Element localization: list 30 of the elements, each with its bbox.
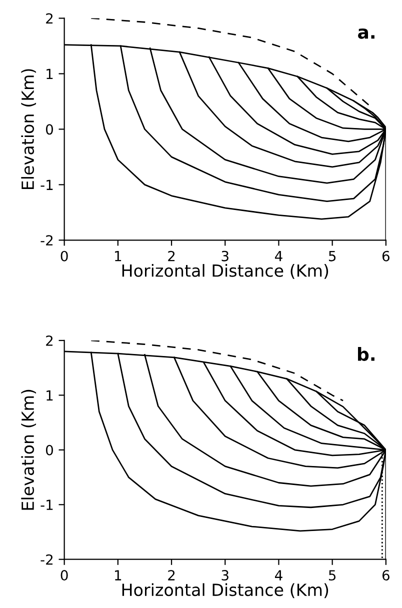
y-tick-label: -1 — [40, 500, 53, 510]
y-tick-label: 2 — [46, 335, 53, 346]
x-tick-label: 0 — [60, 250, 68, 262]
x-tick-label: 5 — [328, 570, 336, 581]
y-axis-title: Elevation (Km) — [21, 69, 36, 190]
x-axis-title: Horizontal Distance (Km) — [122, 583, 328, 598]
x-tick-label: 4 — [274, 251, 282, 262]
x-tick-label: 4 — [274, 570, 282, 580]
y-tick-label: -2 — [40, 554, 53, 565]
y-tick-label: 0 — [46, 124, 53, 135]
y-tick-label: 0 — [46, 444, 53, 456]
x-tick-label: 1 — [115, 251, 122, 262]
x-tick-label: 6 — [382, 570, 390, 581]
x-tick-label: 5 — [328, 251, 336, 262]
x-tick-label: 1 — [115, 570, 122, 580]
x-axis-title: Horizontal Distance (Km) — [122, 264, 328, 279]
x-tick-label: 2 — [168, 250, 175, 262]
y-tick-label: -1 — [40, 180, 53, 190]
y-tick-label: 2 — [46, 13, 53, 24]
x-tick-label: 3 — [222, 570, 228, 581]
y-axis-title: Elevation (Km) — [21, 390, 36, 510]
annotation: a. — [358, 28, 374, 39]
y-tick-label: -2 — [40, 235, 53, 246]
annotation: b. — [358, 347, 374, 362]
x-tick-label: 6 — [382, 250, 390, 262]
y-tick-label: 1 — [46, 68, 53, 79]
x-tick-label: 0 — [60, 570, 68, 581]
x-tick-label: 3 — [222, 250, 228, 262]
y-tick-label: 1 — [46, 390, 53, 400]
x-tick-label: 2 — [168, 570, 175, 580]
